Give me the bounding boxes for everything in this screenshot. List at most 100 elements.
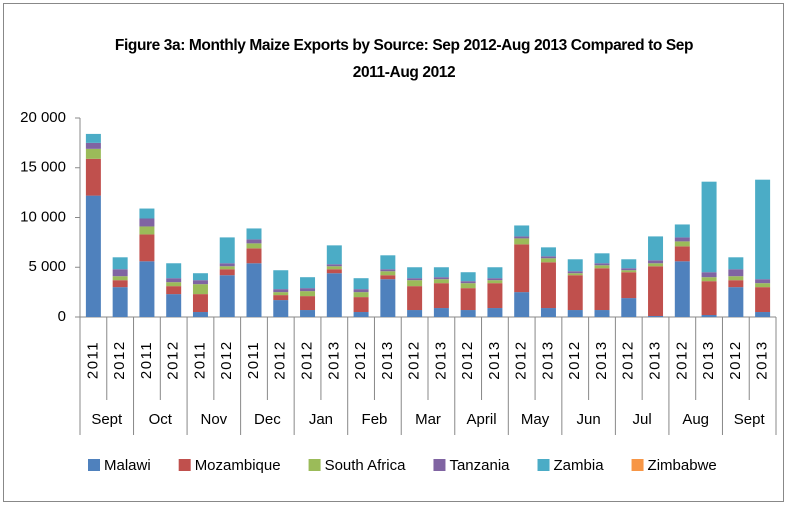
group-label: Jun — [577, 411, 601, 428]
bar-segment — [300, 277, 316, 289]
bar-segment — [85, 195, 101, 317]
bar-segment — [112, 269, 128, 277]
bar-segment — [380, 279, 396, 317]
bar-segment — [300, 291, 316, 297]
x-tick-label: 2012 — [272, 340, 289, 379]
bar-segment — [166, 286, 182, 295]
bar-segment — [594, 253, 610, 264]
bar-segment — [326, 264, 342, 267]
legend-swatch — [433, 459, 446, 471]
legend-label: Zimbabwe — [648, 457, 717, 474]
legend-swatch — [88, 459, 100, 471]
bar-segment — [219, 275, 235, 317]
bar-segment — [567, 259, 583, 272]
bar-segment — [139, 261, 155, 317]
bar-segment — [192, 284, 208, 295]
bar-segment — [674, 237, 690, 242]
bar-segment — [701, 272, 717, 278]
bar-segment — [674, 246, 690, 262]
bar-segment — [273, 300, 289, 317]
x-tick-label: 2012 — [218, 340, 235, 379]
bar-segment — [192, 294, 208, 313]
legend-label: Zambia — [554, 457, 605, 474]
bar-segment — [728, 280, 744, 288]
x-tick-label: 2013 — [325, 340, 342, 379]
bar-segment — [85, 133, 101, 143]
bar-segment — [246, 263, 262, 317]
bar-segment — [701, 315, 717, 317]
bar-segment — [219, 266, 235, 270]
group-label: Oct — [149, 411, 173, 428]
bar-segment — [166, 282, 182, 287]
bar-segment — [594, 268, 610, 311]
x-tick-label: 2013 — [593, 340, 610, 379]
bar-segment — [728, 269, 744, 277]
x-tick-label: 2012 — [459, 340, 476, 379]
group-label: Mar — [415, 411, 441, 428]
y-tick-label: 20 000 — [20, 109, 66, 126]
bar-segment — [219, 269, 235, 276]
bar-segment — [273, 295, 289, 301]
bar-segment — [540, 247, 556, 257]
group-label: Sept — [91, 411, 123, 428]
bar-segment — [433, 277, 449, 280]
x-tick-label: 2012 — [566, 340, 583, 379]
bar-segment — [85, 142, 101, 149]
bar-segment — [326, 266, 342, 270]
legend-swatch — [537, 459, 550, 471]
x-tick-label: 2013 — [754, 340, 771, 379]
bar-segment — [139, 208, 155, 219]
x-tick-label: 2012 — [620, 340, 637, 379]
x-tick-label: 2012 — [513, 340, 530, 379]
bar-segment — [514, 292, 530, 317]
bar-segment — [407, 286, 423, 311]
x-tick-label: 2012 — [727, 340, 744, 379]
bar-segment — [487, 267, 503, 279]
bar-segment — [487, 283, 503, 309]
bar-segment — [246, 239, 262, 244]
bar-segment — [755, 283, 771, 288]
bar-segment — [380, 255, 396, 270]
bar-segment — [460, 272, 476, 282]
bar-segment — [353, 289, 369, 293]
bar-segment — [648, 260, 664, 264]
bar-segment — [407, 310, 423, 317]
bar-segment — [621, 272, 637, 299]
bar-segment — [648, 316, 664, 317]
legend-label: Malawi — [104, 457, 151, 474]
group-label: Feb — [362, 411, 388, 428]
bar-segment — [594, 263, 610, 266]
x-tick-label: 2013 — [539, 340, 556, 379]
group-label: Dec — [254, 411, 281, 428]
bar-segment — [273, 270, 289, 290]
x-tick-label: 2011 — [245, 341, 262, 379]
bar-segment — [353, 292, 369, 298]
x-tick-label: 2011 — [191, 341, 208, 379]
bar-segment — [112, 280, 128, 288]
bar-segment — [85, 148, 101, 159]
bar-segment — [460, 288, 476, 311]
group-label: Aug — [682, 411, 709, 428]
y-tick-label: 0 — [58, 308, 66, 325]
legend-label: Mozambique — [195, 457, 281, 474]
bar-segment — [300, 288, 316, 292]
bar-segment — [487, 278, 503, 281]
bar-segment — [246, 248, 262, 264]
bar-segment — [755, 312, 771, 317]
bar-segment — [246, 228, 262, 240]
legend-label: South Africa — [325, 457, 407, 474]
bar-segment — [326, 273, 342, 317]
bar-segment — [112, 257, 128, 270]
bar-segment — [540, 256, 556, 259]
legend-swatch — [308, 459, 321, 471]
x-tick-label: 2012 — [165, 340, 182, 379]
bar-segment — [728, 257, 744, 270]
bar-segment — [166, 263, 182, 279]
bar-segment — [674, 261, 690, 317]
bar-segment — [674, 241, 690, 247]
legend-swatch — [631, 459, 644, 471]
bar-segment — [540, 308, 556, 317]
bar-segment — [300, 310, 316, 317]
bar-segment — [514, 225, 530, 237]
legend-label: Tanzania — [449, 457, 510, 474]
